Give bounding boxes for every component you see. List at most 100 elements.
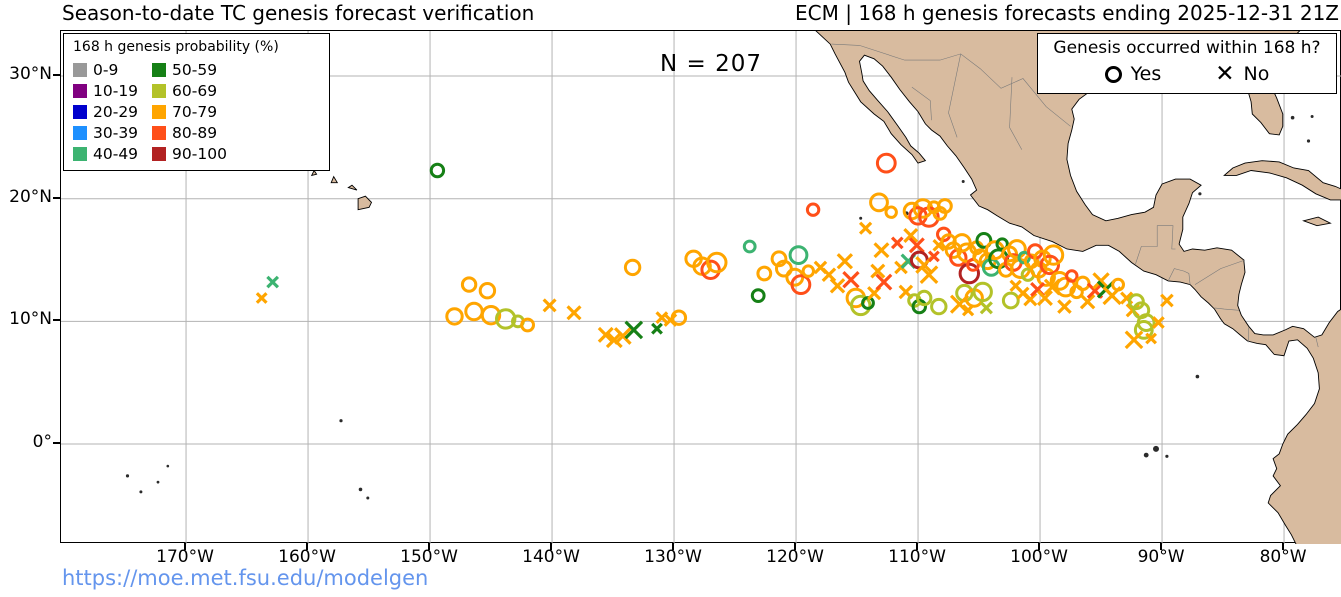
forecast-marker	[937, 198, 953, 214]
forecast-model-title: ECM | 168 h genesis forecasts ending 202…	[795, 1, 1339, 25]
x-tick-label: 120°W	[766, 547, 824, 567]
forecast-marker	[480, 305, 502, 326]
x-tick-label: 130°W	[644, 547, 702, 567]
legend-column-left: 0-9 10-19 20-29 30-39 40-49	[73, 59, 138, 164]
forecast-marker	[875, 152, 897, 174]
legend-entry: 10-19	[73, 80, 138, 101]
outcome-legend-row: Yes ✕ No	[1038, 60, 1336, 87]
forecast-marker	[1042, 244, 1065, 266]
legend-color-swatch	[73, 146, 87, 161]
forecast-marker	[429, 162, 446, 179]
legend-entry-label: 20-29	[93, 102, 139, 121]
forecast-marker	[875, 273, 893, 291]
legend-entry-label: 10-19	[93, 81, 139, 100]
forecast-marker	[788, 245, 809, 266]
forecast-marker	[975, 232, 993, 249]
forecast-marker	[930, 297, 948, 316]
forecast-marker	[961, 304, 975, 317]
forecast-marker	[742, 239, 757, 254]
genesis-no-x-icon: ✕	[1215, 60, 1235, 87]
legend-entry: 90-100	[152, 143, 227, 164]
forecast-marker	[542, 298, 557, 313]
forecast-marker	[478, 282, 497, 300]
forecast-marker	[1007, 239, 1027, 259]
forecast-marker	[805, 202, 821, 217]
forecast-marker	[1036, 290, 1053, 307]
forecast-marker	[495, 308, 517, 330]
x-tick-mark	[550, 543, 553, 550]
forecast-marker	[670, 309, 688, 326]
legend-entry-label: 70-79	[172, 102, 218, 121]
forecast-marker	[949, 294, 970, 314]
x-tick-mark	[1160, 543, 1163, 550]
forecast-marker	[750, 288, 766, 304]
forecast-marker	[908, 237, 925, 254]
forecast-marker	[651, 322, 663, 335]
x-tick-label: 160°W	[278, 547, 336, 567]
legend-color-swatch	[73, 83, 87, 98]
legend-color-swatch	[152, 62, 167, 77]
forecast-marker	[873, 242, 890, 259]
x-tick-mark	[672, 543, 675, 550]
x-tick-mark	[306, 543, 309, 550]
forecast-marker	[464, 301, 484, 322]
legend-entry: 80-89	[152, 122, 227, 143]
source-url-link[interactable]: https://moe.met.fsu.edu/modelgen	[62, 566, 429, 590]
forecast-marker	[836, 253, 854, 270]
x-tick-label: 140°W	[522, 547, 580, 567]
forecast-marker	[520, 317, 536, 333]
forecast-marker	[821, 267, 837, 283]
legend-entry: 30-39	[73, 122, 138, 143]
forecast-marker	[460, 276, 478, 293]
forecast-marker	[613, 327, 632, 345]
x-tick-label: 110°W	[888, 547, 946, 567]
pacific-basemap	[61, 31, 1341, 544]
legend-color-swatch	[152, 125, 167, 140]
forecast-marker	[770, 250, 788, 268]
forecast-marker	[445, 307, 464, 326]
x-tick-label: 170°W	[156, 547, 214, 567]
y-tick-label: 20°N	[9, 186, 52, 207]
forecast-marker	[1039, 254, 1060, 276]
genesis-yes-circle-icon	[1104, 65, 1122, 83]
forecast-marker	[870, 263, 886, 279]
outcome-yes-label: Yes	[1130, 63, 1162, 85]
legend-entry: 40-49	[73, 143, 138, 164]
forecast-marker	[623, 258, 642, 277]
legend-entry: 70-79	[152, 101, 227, 122]
y-tick-mark	[53, 196, 60, 199]
forecast-marker	[958, 262, 980, 285]
forecast-marker	[1023, 292, 1038, 307]
y-tick-label: 30°N	[9, 64, 52, 85]
forecast-marker	[1075, 275, 1091, 292]
legend-entry-label: 90-100	[172, 144, 227, 163]
legend-entry-label: 30-39	[93, 123, 139, 142]
legend-color-swatch	[73, 62, 87, 77]
outcome-legend-title: Genesis occurred within 168 h?	[1053, 38, 1321, 58]
y-tick-label: 0°	[32, 432, 52, 453]
x-tick-label: 90°W	[1137, 547, 1185, 567]
forecast-marker	[1160, 293, 1174, 308]
forecast-marker	[979, 301, 993, 315]
forecast-markers	[255, 152, 1174, 350]
probability-legend: 168 h genesis probability (%) 0-9 10-19 20…	[63, 33, 330, 171]
forecast-marker	[919, 265, 939, 285]
outcome-no-label: No	[1243, 63, 1270, 85]
x-tick-label: 100°W	[1010, 547, 1068, 567]
forecast-marker	[1145, 332, 1158, 345]
forecast-marker	[869, 192, 889, 213]
y-tick-mark	[53, 442, 60, 445]
forecast-marker	[916, 289, 933, 307]
legend-column-right: 50-59 60-69 70-79 80-89 90-100	[152, 59, 227, 164]
forecast-marker	[1124, 330, 1144, 350]
forecast-marker	[829, 278, 846, 294]
probability-legend-title: 168 h genesis probability (%)	[73, 39, 279, 55]
page-title: Season-to-date TC genesis forecast verif…	[62, 1, 535, 25]
x-tick-label: 150°W	[400, 547, 458, 567]
forecast-marker	[700, 259, 721, 281]
forecast-marker	[624, 320, 644, 340]
legend-color-swatch	[152, 83, 167, 98]
outcome-legend: Genesis occurred within 168 h? Yes ✕ No	[1037, 33, 1337, 94]
legend-entry: 60-69	[152, 80, 227, 101]
